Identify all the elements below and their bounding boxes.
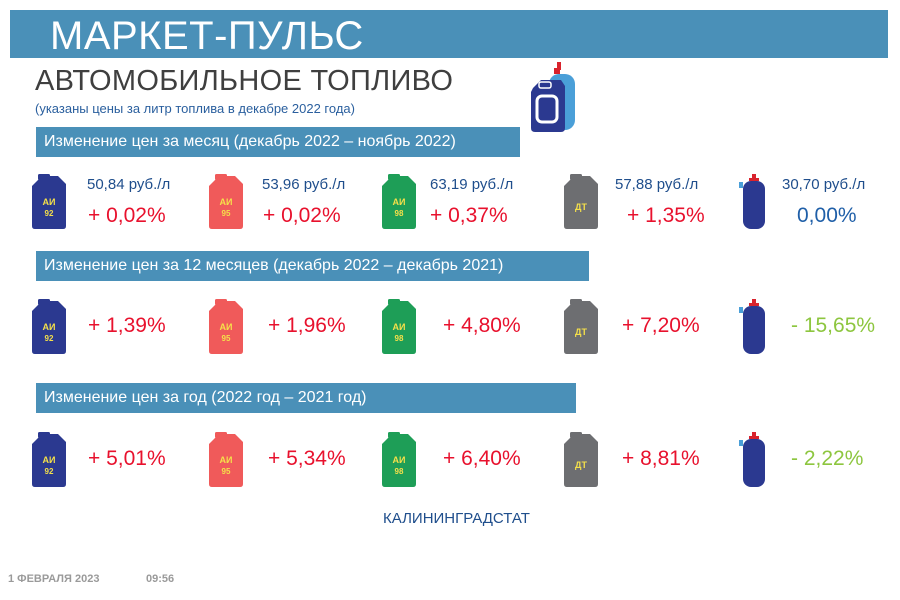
svg-text:АИ: АИ <box>220 455 233 465</box>
section-month-title: Изменение цен за месяц (декабрь 2022 – н… <box>36 127 520 157</box>
change-ai92: + 1,39% <box>88 314 166 337</box>
source-label: КАЛИНИНГРАДСТАТ <box>383 510 530 527</box>
diesel-icon: ДТ <box>564 432 598 487</box>
gas-cylinder-icon <box>739 174 765 229</box>
section-year-title: Изменение цен за год (2022 год – 2021 го… <box>36 383 576 413</box>
change-ai98: + 6,40% <box>443 447 521 470</box>
price-gas-cylinder: 30,70 руб./л <box>782 176 866 193</box>
price-note: (указаны цены за литр топлива в декабре … <box>35 101 355 116</box>
change-ai98: + 4,80% <box>443 314 521 337</box>
change-diesel: + 7,20% <box>622 314 700 337</box>
footer-date: 1 ФЕВРАЛЯ 2023 <box>8 573 100 585</box>
svg-text:АИ: АИ <box>393 322 406 332</box>
change-ai92: + 0,02% <box>88 204 166 227</box>
svg-text:АИ: АИ <box>43 455 56 465</box>
price-diesel: 57,88 руб./л <box>615 176 699 193</box>
change-gas-cylinder: - 15,65% <box>791 314 876 337</box>
fuel-canister-cylinder-icon <box>531 62 575 132</box>
ai92-icon: АИ 92 <box>32 299 66 354</box>
page-title: МАРКЕТ-ПУЛЬС <box>50 14 364 58</box>
price-ai95: 53,96 руб./л <box>262 176 346 193</box>
svg-text:92: 92 <box>45 467 54 476</box>
svg-text:98: 98 <box>395 467 404 476</box>
svg-text:АИ: АИ <box>43 197 56 207</box>
page-subtitle: АВТОМОБИЛЬНОЕ ТОПЛИВО <box>35 65 454 97</box>
svg-text:95: 95 <box>222 334 231 343</box>
ai95-icon: АИ 95 <box>209 299 243 354</box>
svg-text:АИ: АИ <box>393 455 406 465</box>
svg-text:АИ: АИ <box>220 322 233 332</box>
ai98-icon: АИ 98 <box>382 299 416 354</box>
svg-text:98: 98 <box>395 334 404 343</box>
svg-text:АИ: АИ <box>220 197 233 207</box>
section-12months-title: Изменение цен за 12 месяцев (декабрь 202… <box>36 251 589 281</box>
svg-text:АИ: АИ <box>393 197 406 207</box>
footer-time: 09:56 <box>146 573 175 585</box>
gas-cylinder-icon <box>739 432 765 487</box>
ai92-icon: АИ 92 <box>32 432 66 487</box>
change-diesel: + 8,81% <box>622 447 700 470</box>
gas-cylinder-icon <box>739 299 765 354</box>
ai95-icon: АИ 95 <box>209 174 243 229</box>
svg-text:АИ: АИ <box>43 322 56 332</box>
change-gas-cylinder: 0,00% <box>797 204 857 227</box>
diesel-icon: ДТ <box>564 299 598 354</box>
change-ai95: + 5,34% <box>268 447 346 470</box>
change-ai92: + 5,01% <box>88 447 166 470</box>
svg-text:92: 92 <box>45 334 54 343</box>
change-gas-cylinder: - 2,22% <box>791 447 864 470</box>
svg-text:95: 95 <box>222 209 231 218</box>
svg-text:ДТ: ДТ <box>575 327 587 337</box>
svg-text:ДТ: ДТ <box>575 202 587 212</box>
svg-text:98: 98 <box>395 209 404 218</box>
ai92-icon: АИ 92 <box>32 174 66 229</box>
svg-text:ДТ: ДТ <box>575 460 587 470</box>
svg-text:95: 95 <box>222 467 231 476</box>
ai95-icon: АИ 95 <box>209 432 243 487</box>
change-ai98: + 0,37% <box>430 204 508 227</box>
price-ai98: 63,19 руб./л <box>430 176 514 193</box>
diesel-icon: ДТ <box>564 174 598 229</box>
ai98-icon: АИ 98 <box>382 174 416 229</box>
change-ai95: + 1,96% <box>268 314 346 337</box>
svg-text:92: 92 <box>45 209 54 218</box>
ai98-icon: АИ 98 <box>382 432 416 487</box>
change-diesel: + 1,35% <box>627 204 705 227</box>
change-ai95: + 0,02% <box>263 204 341 227</box>
title-banner: МАРКЕТ-ПУЛЬС <box>10 10 888 58</box>
price-ai92: 50,84 руб./л <box>87 176 171 193</box>
